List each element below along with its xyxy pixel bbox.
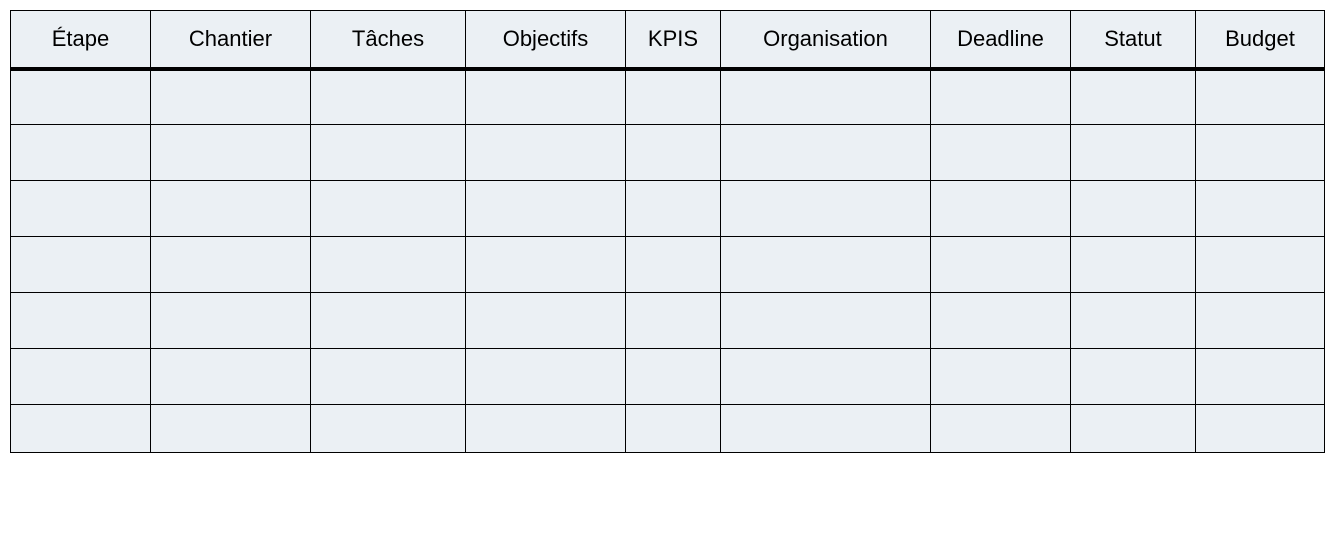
table-cell	[626, 69, 721, 125]
project-table-container: ÉtapeChantierTâchesObjectifsKPISOrganisa…	[10, 10, 1324, 453]
table-cell	[721, 349, 931, 405]
table-cell	[466, 181, 626, 237]
table-cell	[151, 237, 311, 293]
table-cell	[721, 181, 931, 237]
table-header-row: ÉtapeChantierTâchesObjectifsKPISOrganisa…	[11, 11, 1325, 69]
table-cell	[626, 293, 721, 349]
table-cell	[931, 181, 1071, 237]
column-header-statut: Statut	[1071, 11, 1196, 69]
table-body	[11, 69, 1325, 453]
column-header-etape: Étape	[11, 11, 151, 69]
table-cell	[466, 69, 626, 125]
table-cell	[1196, 125, 1325, 181]
table-cell	[931, 349, 1071, 405]
table-cell	[721, 125, 931, 181]
table-header: ÉtapeChantierTâchesObjectifsKPISOrganisa…	[11, 11, 1325, 69]
table-cell	[1071, 69, 1196, 125]
table-cell	[721, 69, 931, 125]
table-cell	[1196, 349, 1325, 405]
table-cell	[721, 237, 931, 293]
table-cell	[11, 237, 151, 293]
table-row	[11, 293, 1325, 349]
table-cell	[311, 237, 466, 293]
table-cell	[466, 349, 626, 405]
table-cell	[311, 349, 466, 405]
column-header-chantier: Chantier	[151, 11, 311, 69]
table-cell	[931, 405, 1071, 453]
table-row	[11, 237, 1325, 293]
table-cell	[11, 293, 151, 349]
table-cell	[721, 405, 931, 453]
table-cell	[1071, 181, 1196, 237]
table-cell	[11, 349, 151, 405]
table-cell	[151, 125, 311, 181]
table-cell	[931, 293, 1071, 349]
table-cell	[931, 69, 1071, 125]
table-row	[11, 405, 1325, 453]
table-cell	[311, 181, 466, 237]
table-cell	[151, 181, 311, 237]
table-cell	[151, 69, 311, 125]
table-cell	[626, 181, 721, 237]
table-cell	[11, 69, 151, 125]
table-cell	[721, 293, 931, 349]
table-cell	[466, 125, 626, 181]
table-row	[11, 181, 1325, 237]
table-cell	[626, 237, 721, 293]
table-cell	[151, 293, 311, 349]
column-header-organisation: Organisation	[721, 11, 931, 69]
table-cell	[1071, 237, 1196, 293]
project-table: ÉtapeChantierTâchesObjectifsKPISOrganisa…	[10, 10, 1325, 453]
table-cell	[466, 405, 626, 453]
table-cell	[311, 293, 466, 349]
table-cell	[931, 237, 1071, 293]
column-header-budget: Budget	[1196, 11, 1325, 69]
table-cell	[1196, 181, 1325, 237]
table-cell	[151, 405, 311, 453]
column-header-deadline: Deadline	[931, 11, 1071, 69]
column-header-taches: Tâches	[311, 11, 466, 69]
table-cell	[11, 405, 151, 453]
table-cell	[11, 181, 151, 237]
table-cell	[311, 125, 466, 181]
table-row	[11, 349, 1325, 405]
table-cell	[626, 349, 721, 405]
table-cell	[311, 69, 466, 125]
table-cell	[1196, 69, 1325, 125]
table-cell	[1071, 405, 1196, 453]
table-cell	[1196, 293, 1325, 349]
table-cell	[1071, 293, 1196, 349]
table-cell	[11, 125, 151, 181]
table-cell	[626, 405, 721, 453]
table-cell	[626, 125, 721, 181]
table-cell	[1071, 125, 1196, 181]
table-cell	[151, 349, 311, 405]
column-header-objectifs: Objectifs	[466, 11, 626, 69]
table-cell	[466, 293, 626, 349]
table-cell	[931, 125, 1071, 181]
table-cell	[1196, 237, 1325, 293]
table-cell	[311, 405, 466, 453]
table-cell	[1196, 405, 1325, 453]
table-cell	[466, 237, 626, 293]
table-row	[11, 125, 1325, 181]
table-row	[11, 69, 1325, 125]
column-header-kpis: KPIS	[626, 11, 721, 69]
table-cell	[1071, 349, 1196, 405]
